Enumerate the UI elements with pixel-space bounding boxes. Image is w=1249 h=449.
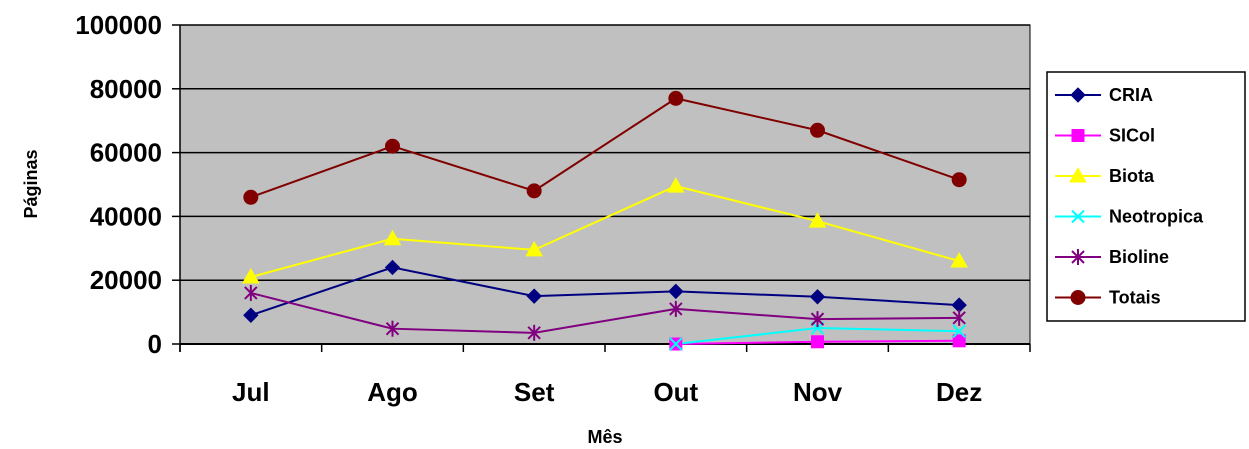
x-tick-label: Set — [514, 377, 555, 407]
series-line-bioline — [250, 291, 960, 334]
data-point-neotropica-stroke — [669, 337, 683, 351]
legend-item-bioline: Bioline — [1055, 247, 1169, 267]
data-point-totais — [668, 90, 684, 106]
data-point-totais — [385, 138, 400, 154]
data-point-biota — [666, 177, 685, 193]
y-tick-label: 20000 — [90, 265, 162, 295]
x-tick-label: Jul — [232, 377, 270, 407]
data-point-sicol — [811, 335, 824, 349]
legend-label: Totais — [1109, 288, 1161, 308]
data-point-bioline — [244, 284, 258, 301]
legend-swatch-marker — [1070, 290, 1086, 305]
legend-label: Bioline — [1109, 247, 1169, 267]
series-markers — [241, 90, 969, 351]
data-point-cria — [668, 283, 684, 300]
x-tick-label: Dez — [936, 377, 982, 407]
gridlines — [180, 24, 1030, 281]
legend-label: Neotropica — [1109, 207, 1204, 227]
data-point-cria — [243, 307, 259, 323]
legend-label: Biota — [1109, 166, 1155, 186]
legend-box — [1046, 71, 1246, 322]
data-point-biota — [950, 252, 969, 268]
legend-label: CRIA — [1109, 85, 1153, 105]
legend-swatch-marker — [1070, 87, 1086, 103]
data-point-biota — [383, 229, 402, 246]
data-point-totais — [243, 189, 259, 205]
x-tick-labels: Jul Ago Set Out Nov Dez — [232, 377, 982, 407]
y-tick-label: 0 — [148, 329, 162, 359]
legend-item-biota: Biota — [1055, 166, 1155, 186]
data-point-sicol — [952, 334, 966, 348]
data-point-biota — [241, 268, 260, 284]
y-tick-labels: 0 20000 40000 60000 80000 100000 — [75, 10, 162, 359]
data-point-neotropica — [952, 324, 966, 338]
x-axis-title: Mês — [587, 427, 622, 447]
data-point-neotropica-stroke — [952, 324, 966, 338]
data-point-bioline — [527, 324, 541, 341]
series-line-biota — [250, 185, 960, 278]
data-point-cria — [384, 259, 401, 276]
data-point-cria — [809, 289, 826, 305]
data-point-totais — [810, 122, 825, 138]
legend-item-sicol: SICol — [1055, 126, 1155, 146]
y-axis-title: Páginas — [21, 149, 41, 218]
y-tick-label: 80000 — [90, 74, 162, 104]
x-tick-label: Ago — [367, 377, 418, 407]
y-tick-label: 100000 — [75, 10, 162, 40]
data-point-bioline — [669, 300, 683, 317]
data-point-bioline — [952, 309, 966, 326]
data-point-biota — [525, 240, 544, 257]
legend-swatch-marker-stroke — [1071, 209, 1085, 224]
data-point-totais — [951, 172, 967, 188]
x-tick-label: Out — [653, 377, 698, 407]
legend: CRIA SICol Biota Neotropica Bioline Totais — [1046, 71, 1246, 322]
axes — [172, 24, 1031, 352]
x-tick-label: Nov — [793, 377, 843, 407]
data-point-biota — [808, 212, 827, 228]
data-point-bioline — [385, 320, 400, 337]
series-line-totais — [250, 97, 960, 199]
y-tick-label: 60000 — [90, 138, 162, 168]
legend-swatch-marker — [1071, 209, 1085, 224]
series-lines — [250, 97, 960, 345]
data-point-bioline — [810, 311, 825, 328]
legend-swatch-marker — [1071, 249, 1085, 265]
data-point-totais — [526, 183, 542, 199]
legend-item-neotropica: Neotropica — [1055, 207, 1204, 227]
y-tick-label: 40000 — [90, 201, 162, 231]
data-point-cria — [526, 288, 542, 304]
data-point-neotropica — [669, 337, 683, 351]
legend-swatch-marker — [1069, 166, 1087, 183]
legend-item-totais: Totais — [1055, 288, 1161, 308]
legend-label: SICol — [1109, 126, 1155, 146]
legend-item-cria: CRIA — [1055, 85, 1153, 105]
legend-swatch-marker — [1071, 129, 1085, 142]
series-line-cria — [250, 266, 960, 317]
